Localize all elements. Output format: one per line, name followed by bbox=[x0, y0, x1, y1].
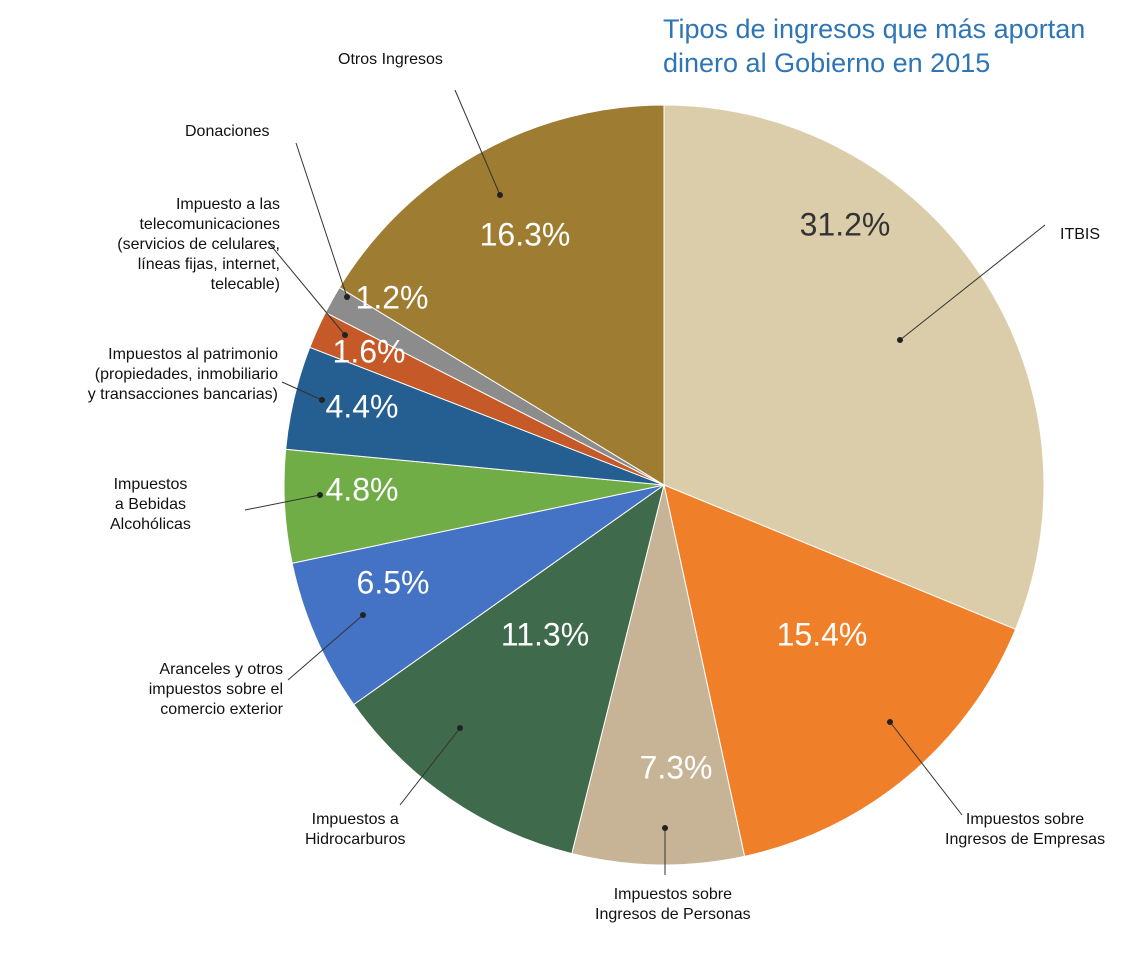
leader-dot bbox=[662, 825, 668, 831]
chart: Tipos de ingresos que más aportan dinero… bbox=[0, 0, 1144, 955]
chart-title: Tipos de ingresos que más aportan dinero… bbox=[663, 12, 1085, 80]
value-label: 6.5% bbox=[357, 565, 430, 602]
leader-dot bbox=[457, 725, 463, 731]
leader-dot bbox=[317, 492, 323, 498]
value-label: 11.3% bbox=[501, 617, 589, 654]
category-label: Impuestos sobre Ingresos de Empresas bbox=[945, 810, 1105, 850]
category-label: ITBIS bbox=[1060, 225, 1100, 245]
value-label: 15.4% bbox=[777, 617, 868, 654]
value-label: 7.3% bbox=[640, 750, 713, 787]
leader-dot bbox=[497, 192, 503, 198]
category-label: Impuestos al patrimonio (propiedades, in… bbox=[88, 345, 278, 405]
category-label: Impuesto a las telecomunicaciones (servi… bbox=[117, 195, 280, 295]
leader-line bbox=[296, 143, 347, 297]
category-label: Impuestos sobre Ingresos de Personas bbox=[595, 885, 751, 925]
category-label: Donaciones bbox=[185, 122, 270, 142]
value-label: 4.8% bbox=[326, 472, 399, 509]
category-label: Aranceles y otros impuestos sobre el com… bbox=[149, 660, 283, 720]
leader-dot bbox=[319, 397, 325, 403]
value-label: 1.2% bbox=[356, 280, 429, 317]
value-label: 16.3% bbox=[480, 217, 571, 254]
leader-dot bbox=[897, 337, 903, 343]
value-label: 1.6% bbox=[333, 334, 406, 371]
category-label: Otros Ingresos bbox=[338, 50, 443, 70]
leader-dot bbox=[887, 719, 893, 725]
leader-dot bbox=[360, 612, 366, 618]
value-label: 31.2% bbox=[800, 207, 891, 244]
category-label: Impuestos a Bebidas Alcohólicas bbox=[110, 475, 191, 535]
leader-dot bbox=[344, 294, 350, 300]
category-label: Impuestos a Hidrocarburos bbox=[305, 810, 405, 850]
value-label: 4.4% bbox=[326, 389, 399, 426]
